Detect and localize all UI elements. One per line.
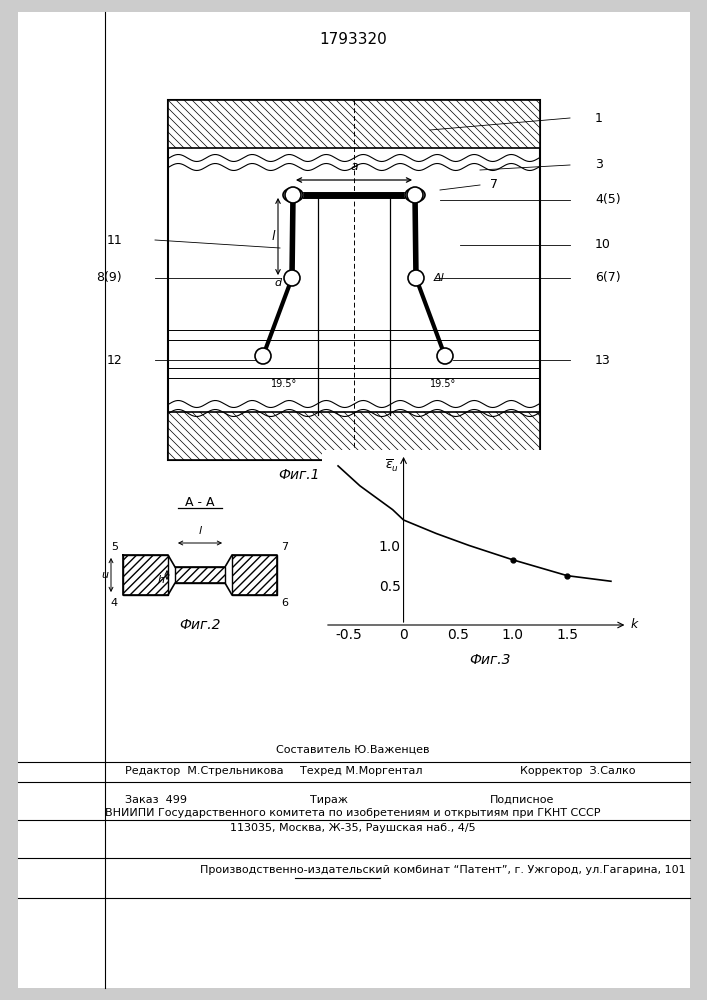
Ellipse shape (283, 188, 303, 202)
Polygon shape (175, 567, 225, 583)
Circle shape (437, 348, 453, 364)
Text: ВНИИПИ Государственного комитета по изобретениям и открытиям при ГКНТ СССР: ВНИИПИ Государственного комитета по изоб… (105, 808, 601, 818)
Text: 3: 3 (595, 158, 603, 172)
Circle shape (408, 270, 424, 286)
Text: Δl: Δl (434, 273, 445, 283)
Text: Заказ  499: Заказ 499 (125, 795, 187, 805)
Text: 12: 12 (106, 354, 122, 366)
Text: a: a (350, 160, 358, 173)
Bar (168, 100, 540, 148)
Text: A - A: A - A (185, 496, 215, 510)
Text: 4: 4 (111, 598, 118, 608)
Circle shape (285, 187, 301, 203)
Text: 6: 6 (281, 598, 288, 608)
Text: 19.5°: 19.5° (271, 379, 297, 389)
Text: Подписное: Подписное (490, 795, 554, 805)
Text: 2: 2 (430, 456, 438, 468)
Text: 4(5): 4(5) (595, 194, 621, 207)
Text: Составитель Ю.Важенцев: Составитель Ю.Важенцев (276, 745, 430, 755)
Text: 7: 7 (490, 178, 498, 192)
Text: h: h (158, 575, 165, 585)
Text: Техред М.Моргентал: Техред М.Моргентал (300, 766, 423, 776)
Text: 8(9): 8(9) (96, 271, 122, 284)
Text: 6(7): 6(7) (595, 271, 621, 284)
Text: Корректор  З.Салко: Корректор З.Салко (520, 766, 636, 776)
Text: 113035, Москва, Ж-35, Раушская наб., 4/5: 113035, Москва, Ж-35, Раушская наб., 4/5 (230, 823, 476, 833)
Text: Тираж: Тираж (310, 795, 348, 805)
Polygon shape (123, 555, 168, 595)
Text: Фиг.2: Фиг.2 (180, 618, 221, 632)
Text: Производственно-издательский комбинат “Патент”, г. Ужгород, ул.Гагарина, 101: Производственно-издательский комбинат “П… (200, 865, 686, 875)
Text: 13: 13 (595, 354, 611, 366)
Text: 1: 1 (595, 111, 603, 124)
Ellipse shape (405, 188, 425, 202)
Ellipse shape (405, 188, 425, 202)
Text: l: l (271, 230, 275, 242)
Text: 1793320: 1793320 (319, 32, 387, 47)
Ellipse shape (283, 188, 303, 202)
Text: 19.5°: 19.5° (430, 379, 456, 389)
Circle shape (407, 187, 423, 203)
Bar (168, 100, 540, 460)
Text: Редактор  М.Стрельникова: Редактор М.Стрельникова (125, 766, 284, 776)
Text: 7: 7 (281, 542, 288, 552)
Text: 10: 10 (595, 238, 611, 251)
Polygon shape (232, 555, 277, 595)
Text: u: u (101, 570, 108, 580)
Text: Фиг.3: Фиг.3 (469, 653, 510, 667)
Circle shape (284, 270, 300, 286)
Text: l: l (199, 526, 201, 536)
Text: 5: 5 (111, 542, 118, 552)
Polygon shape (123, 555, 277, 595)
Text: d: d (274, 278, 281, 288)
Circle shape (255, 348, 271, 364)
Text: 11: 11 (106, 233, 122, 246)
Text: $\overline{\varepsilon}_u$: $\overline{\varepsilon}_u$ (385, 458, 399, 474)
Text: k: k (631, 618, 638, 632)
Text: Фиг.1: Фиг.1 (279, 468, 320, 482)
Bar (168, 412, 540, 460)
